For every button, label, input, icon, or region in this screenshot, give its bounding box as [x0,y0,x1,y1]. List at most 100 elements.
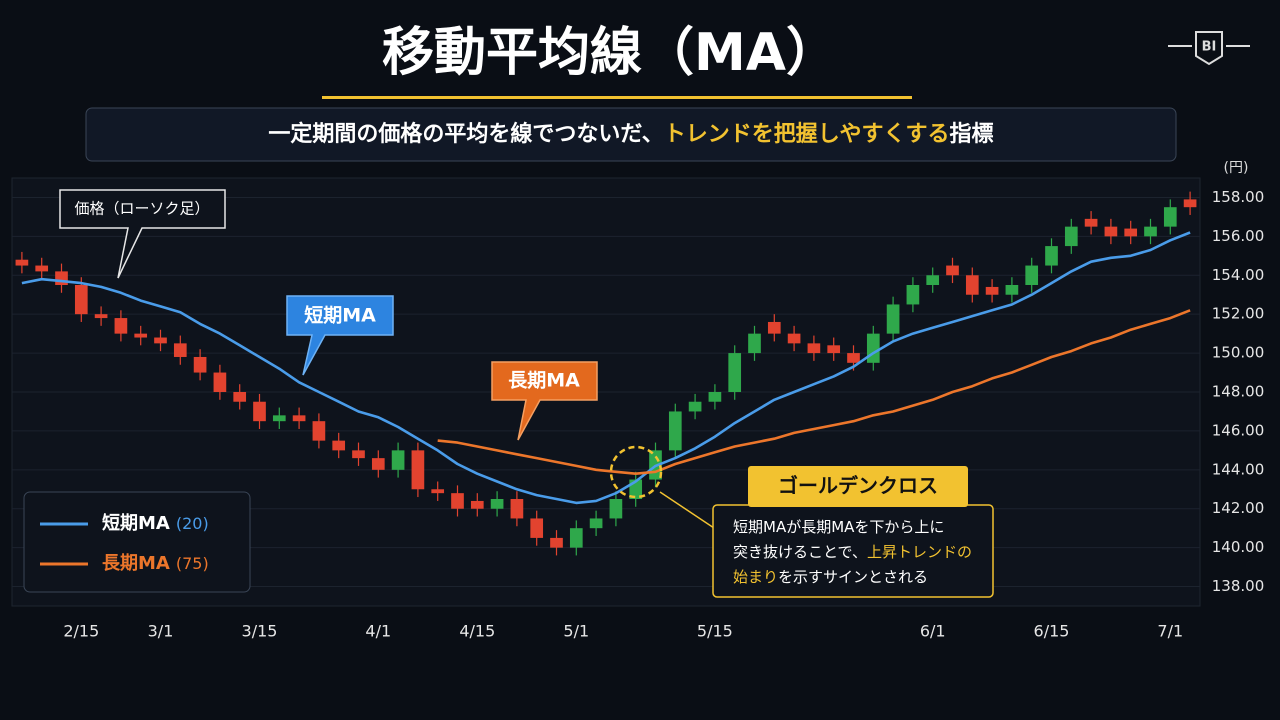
candle-body [253,401,266,422]
legend-period: (20) [176,514,209,533]
candle-body [1183,199,1197,208]
legend-box [23,491,251,593]
candle-body [728,353,742,392]
plot [12,191,1200,588]
candle-body [708,392,722,402]
candle-body [589,518,603,529]
candle-body [827,345,841,354]
candle-body [965,275,979,295]
y-tick-label: 154.00 [1212,266,1265,284]
x-tick-label: 6/15 [1034,622,1070,641]
candle-body [233,392,247,402]
candle-body [688,401,702,412]
candle-body [451,493,464,509]
subtitle-part: 一定期間の価格の平均を線でつないだ、 [268,121,663,147]
candle-body [134,333,148,338]
cross-label: ゴールデンクロス [778,474,938,498]
y-tick-label: 140.00 [1212,538,1265,556]
candle-body [74,285,88,315]
candle-body [847,353,860,363]
candle-body [748,333,761,354]
candle-body [1064,226,1078,247]
note-part: を示すサインとされる [778,568,928,586]
candle-body [668,411,682,451]
candle-body [550,537,563,548]
y-tick-label: 158.00 [1212,188,1265,206]
candle-body [431,489,445,494]
price-callout [59,189,226,279]
candle-body [213,372,227,392]
x-tick-label: 4/1 [365,622,391,641]
candle-body [391,450,405,470]
cross-marker [609,445,663,499]
legend-entry: 長期MA (75) [102,553,209,574]
logo-text: BI [1202,40,1217,55]
candle-body [94,314,108,319]
candle-body [906,285,920,305]
x-tick-label: 3/15 [242,622,278,641]
candle-body [193,356,207,373]
candle-body [272,415,286,422]
long-ma-callout [491,361,598,441]
subtitle-box [85,107,1177,162]
x-tick-label: 5/15 [697,622,733,641]
candle-body [312,421,326,441]
candle-body [1144,226,1157,237]
title: 移動平均線（MA） [382,23,838,83]
logo-shield [1195,31,1223,66]
note-line: 短期MAが長期MAを下から上に [733,518,944,536]
candle-body [985,286,999,295]
x-tick-label: 4/15 [459,622,495,641]
long-ma-label: 長期MA [508,370,580,392]
candle-body [926,275,940,285]
candle-body [470,500,484,509]
candle-body [1005,285,1019,295]
candle-body [35,265,49,272]
logo: BI [1168,31,1250,66]
candle-body [371,458,385,470]
y-tick-label: 144.00 [1212,460,1265,478]
candle-body [1045,246,1058,266]
subtitle: 一定期間の価格の平均を線でつないだ、トレンドを把握しやすくする指標 [268,121,993,147]
note-part: 短期MAが長期MAを下から上に [733,518,944,536]
candle-body [114,318,128,334]
y-tick-label: 156.00 [1212,227,1265,245]
candle-body [292,415,306,422]
candle-body [1025,265,1039,285]
candle-body [609,499,623,519]
candle-body [173,343,187,357]
title-underline [322,96,912,99]
cross-pointer [659,491,715,529]
annotations: 価格（ローソク足） 短期MA 長期MA ゴールデンクロス 短期MAが長期MAを下… [59,189,994,598]
candle-body [569,528,583,548]
cross-label-box [748,466,968,507]
candle-body [510,499,524,519]
candle-body [530,518,544,538]
subtitle-part: トレンドを把握しやすくする [664,121,950,147]
y-tick-label: 150.00 [1212,344,1265,362]
candle-body [946,265,959,276]
y-unit: (円) [1224,160,1249,176]
candle-body [55,271,68,285]
legend-period: (75) [176,554,209,573]
y-tick-label: 142.00 [1212,499,1265,517]
y-tick-label: 138.00 [1212,577,1265,595]
legend-name: 短期MA [102,512,170,534]
candle-body [1124,228,1138,237]
candle-body [1104,226,1118,237]
note-line: 突き抜けることで、上昇トレンドの [733,543,972,561]
note-part: 上昇トレンドの [867,543,972,561]
candle-body [807,343,821,354]
short-ma-callout [286,295,394,376]
note-part: 突き抜けることで、 [733,543,867,561]
legend-name: 長期MA [102,553,170,574]
candle-body [1084,218,1098,227]
ma-line [437,309,1191,475]
note-line: 始まりを示すサインとされる [733,568,928,586]
short-ma-label: 短期MA [304,304,376,327]
candle-body [411,450,425,490]
candle-body [787,333,801,344]
x-tick-label: 3/1 [148,622,174,641]
subtitle-part: 指標 [950,122,994,147]
